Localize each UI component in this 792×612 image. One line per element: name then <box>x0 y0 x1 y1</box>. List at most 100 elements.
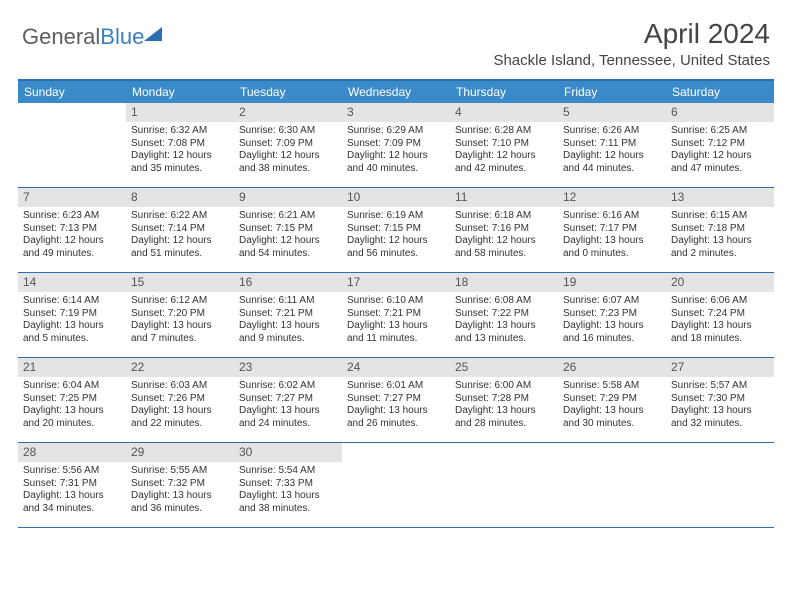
logo: GeneralBlue <box>22 18 162 50</box>
day-number: 18 <box>455 275 553 290</box>
dl1-text: Daylight: 13 hours <box>239 320 337 333</box>
sunset-text: Sunset: 7:10 PM <box>455 138 553 151</box>
day-number: 27 <box>671 360 769 375</box>
calendar-cell: 15Sunrise: 6:12 AMSunset: 7:20 PMDayligh… <box>126 273 234 357</box>
daynum-wrap: 19 <box>558 273 666 292</box>
day-number <box>347 445 445 460</box>
dl2-text: and 47 minutes. <box>671 163 769 176</box>
daynum-wrap: 3 <box>342 103 450 122</box>
calendar-cell: 16Sunrise: 6:11 AMSunset: 7:21 PMDayligh… <box>234 273 342 357</box>
daynum-wrap: 18 <box>450 273 558 292</box>
dl1-text: Daylight: 13 hours <box>131 320 229 333</box>
sunrise-text: Sunrise: 6:30 AM <box>239 125 337 138</box>
day-number: 5 <box>563 105 661 120</box>
dl1-text: Daylight: 13 hours <box>671 405 769 418</box>
day-header: Friday <box>558 81 666 103</box>
sunset-text: Sunset: 7:15 PM <box>347 223 445 236</box>
calendar-cell: 7Sunrise: 6:23 AMSunset: 7:13 PMDaylight… <box>18 188 126 272</box>
dl1-text: Daylight: 13 hours <box>455 320 553 333</box>
sunrise-text: Sunrise: 6:23 AM <box>23 210 121 223</box>
day-header: Thursday <box>450 81 558 103</box>
calendar-cell: 23Sunrise: 6:02 AMSunset: 7:27 PMDayligh… <box>234 358 342 442</box>
dl2-text: and 16 minutes. <box>563 333 661 346</box>
calendar-cell: 18Sunrise: 6:08 AMSunset: 7:22 PMDayligh… <box>450 273 558 357</box>
sunset-text: Sunset: 7:09 PM <box>239 138 337 151</box>
day-number: 26 <box>563 360 661 375</box>
dl1-text: Daylight: 13 hours <box>347 405 445 418</box>
dl2-text: and 35 minutes. <box>131 163 229 176</box>
daynum-wrap: 28 <box>18 443 126 462</box>
day-number: 20 <box>671 275 769 290</box>
calendar-cell <box>666 443 774 527</box>
calendar-cell: 12Sunrise: 6:16 AMSunset: 7:17 PMDayligh… <box>558 188 666 272</box>
sunset-text: Sunset: 7:28 PM <box>455 393 553 406</box>
dl1-text: Daylight: 12 hours <box>671 150 769 163</box>
calendar-cell: 10Sunrise: 6:19 AMSunset: 7:15 PMDayligh… <box>342 188 450 272</box>
dl1-text: Daylight: 13 hours <box>131 490 229 503</box>
sunset-text: Sunset: 7:27 PM <box>239 393 337 406</box>
daynum-wrap: 25 <box>450 358 558 377</box>
day-header: Tuesday <box>234 81 342 103</box>
daynum-wrap: 24 <box>342 358 450 377</box>
dl1-text: Daylight: 12 hours <box>347 150 445 163</box>
day-number: 8 <box>131 190 229 205</box>
sunset-text: Sunset: 7:20 PM <box>131 308 229 321</box>
day-number: 16 <box>239 275 337 290</box>
dl1-text: Daylight: 13 hours <box>131 405 229 418</box>
calendar-cell <box>450 443 558 527</box>
dl2-text: and 38 minutes. <box>239 503 337 516</box>
day-header: Monday <box>126 81 234 103</box>
location-text: Shackle Island, Tennessee, United States <box>493 52 770 69</box>
day-header: Saturday <box>666 81 774 103</box>
sunrise-text: Sunrise: 6:18 AM <box>455 210 553 223</box>
day-number: 1 <box>131 105 229 120</box>
sunset-text: Sunset: 7:29 PM <box>563 393 661 406</box>
day-number: 2 <box>239 105 337 120</box>
dl2-text: and 30 minutes. <box>563 418 661 431</box>
sunset-text: Sunset: 7:15 PM <box>239 223 337 236</box>
dl1-text: Daylight: 12 hours <box>455 150 553 163</box>
sunset-text: Sunset: 7:11 PM <box>563 138 661 151</box>
dl1-text: Daylight: 13 hours <box>455 405 553 418</box>
dl1-text: Daylight: 13 hours <box>23 405 121 418</box>
sunrise-text: Sunrise: 6:03 AM <box>131 380 229 393</box>
daynum-wrap: 9 <box>234 188 342 207</box>
calendar-cell: 17Sunrise: 6:10 AMSunset: 7:21 PMDayligh… <box>342 273 450 357</box>
dl2-text: and 58 minutes. <box>455 248 553 261</box>
sunset-text: Sunset: 7:26 PM <box>131 393 229 406</box>
calendar-cell: 24Sunrise: 6:01 AMSunset: 7:27 PMDayligh… <box>342 358 450 442</box>
daynum-wrap: 22 <box>126 358 234 377</box>
daynum-wrap: 13 <box>666 188 774 207</box>
day-number: 15 <box>131 275 229 290</box>
sunset-text: Sunset: 7:13 PM <box>23 223 121 236</box>
sunset-text: Sunset: 7:31 PM <box>23 478 121 491</box>
daynum-wrap <box>18 103 126 122</box>
sunrise-text: Sunrise: 6:00 AM <box>455 380 553 393</box>
day-number: 23 <box>239 360 337 375</box>
dl1-text: Daylight: 12 hours <box>563 150 661 163</box>
week-row: 28Sunrise: 5:56 AMSunset: 7:31 PMDayligh… <box>18 443 774 528</box>
dl2-text: and 49 minutes. <box>23 248 121 261</box>
day-number: 30 <box>239 445 337 460</box>
day-number: 28 <box>23 445 121 460</box>
daynum-wrap: 16 <box>234 273 342 292</box>
calendar-cell: 3Sunrise: 6:29 AMSunset: 7:09 PMDaylight… <box>342 103 450 187</box>
header: GeneralBlue April 2024 Shackle Island, T… <box>0 0 792 73</box>
sunrise-text: Sunrise: 6:22 AM <box>131 210 229 223</box>
dl2-text: and 56 minutes. <box>347 248 445 261</box>
calendar-cell <box>18 103 126 187</box>
daynum-wrap <box>450 443 558 462</box>
dl2-text: and 51 minutes. <box>131 248 229 261</box>
dl2-text: and 9 minutes. <box>239 333 337 346</box>
calendar-cell: 2Sunrise: 6:30 AMSunset: 7:09 PMDaylight… <box>234 103 342 187</box>
logo-text-part1: General <box>22 24 100 49</box>
daynum-wrap: 20 <box>666 273 774 292</box>
sunrise-text: Sunrise: 5:54 AM <box>239 465 337 478</box>
daynum-wrap: 8 <box>126 188 234 207</box>
dl2-text: and 20 minutes. <box>23 418 121 431</box>
daynum-wrap <box>558 443 666 462</box>
day-number: 3 <box>347 105 445 120</box>
daynum-wrap: 7 <box>18 188 126 207</box>
sunset-text: Sunset: 7:24 PM <box>671 308 769 321</box>
calendar-cell: 21Sunrise: 6:04 AMSunset: 7:25 PMDayligh… <box>18 358 126 442</box>
